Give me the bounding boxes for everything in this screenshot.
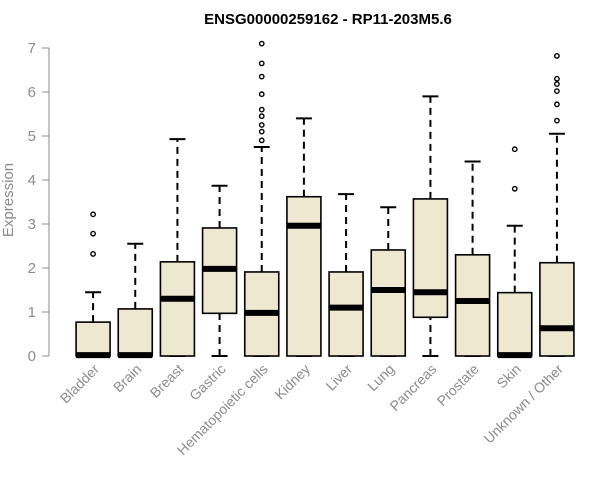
- box-iqr: [539, 261, 575, 357]
- box-group: [454, 160, 491, 357]
- x-category-label: Brain: [110, 361, 144, 395]
- y-tick-label: 4: [28, 172, 36, 189]
- box-iqr: [370, 249, 407, 357]
- outlier-point: [554, 117, 560, 124]
- y-tick-label: 6: [28, 84, 36, 101]
- outlier-point: [258, 60, 265, 67]
- y-tick-label: 5: [28, 128, 36, 145]
- outlier-point: [554, 88, 560, 95]
- outlier-point: [554, 101, 560, 108]
- outlier-point: [554, 81, 560, 87]
- box-group: [75, 211, 111, 359]
- x-category-label: Breast: [147, 361, 187, 401]
- box-group: [539, 53, 575, 357]
- box-iqr: [117, 308, 154, 357]
- y-tick-label: 2: [28, 260, 36, 277]
- y-axis-label: Expression: [0, 163, 17, 237]
- box-group: [496, 146, 533, 359]
- boxes-layer: [75, 40, 575, 359]
- y-axis: 0 1 2 3 4 5 6 7: [28, 40, 50, 365]
- x-category-label: Unknown / Other: [480, 361, 566, 447]
- outlier-point: [258, 91, 265, 98]
- y-tick-label: 1: [28, 304, 36, 321]
- outlier-point: [90, 230, 96, 237]
- box-group: [286, 117, 322, 357]
- box-iqr: [159, 261, 196, 357]
- y-tick-label: 0: [28, 348, 36, 365]
- box-iqr: [75, 321, 111, 357]
- outlier-point: [258, 137, 265, 144]
- chart-title: ENSG00000259162 - RP11-203M5.6: [204, 11, 452, 28]
- outlier-point: [90, 211, 96, 218]
- box-iqr: [412, 198, 449, 319]
- outlier-point: [258, 73, 265, 80]
- x-category-label: Skin: [493, 361, 524, 392]
- outlier-point: [511, 146, 518, 153]
- box-iqr: [454, 254, 491, 357]
- box-group: [201, 184, 238, 357]
- x-category-label: Prostate: [434, 361, 482, 409]
- box-group: [243, 40, 280, 357]
- y-tick-label: 7: [28, 40, 36, 57]
- outlier-point: [554, 53, 560, 59]
- outlier-point: [258, 128, 265, 135]
- outlier-point: [258, 122, 265, 128]
- box-iqr: [496, 291, 533, 357]
- outlier-point: [90, 251, 96, 257]
- outlier-point: [258, 40, 265, 47]
- x-category-label: Lung: [364, 361, 397, 394]
- box-group: [159, 138, 196, 357]
- outlier-point: [554, 75, 560, 82]
- box-group: [117, 242, 154, 359]
- x-category-label: Liver: [322, 361, 355, 394]
- x-category-label: Kidney: [271, 361, 313, 403]
- x-category-label: Pancreas: [386, 361, 439, 414]
- outlier-point: [511, 185, 518, 192]
- box-iqr: [328, 271, 364, 357]
- box-group: [412, 95, 449, 357]
- outlier-point: [258, 106, 265, 113]
- box-iqr: [286, 195, 322, 357]
- x-category-label: Bladder: [57, 361, 103, 407]
- outlier-point: [258, 113, 265, 120]
- box-group: [370, 206, 407, 357]
- y-tick-label: 3: [28, 216, 36, 233]
- box-group: [328, 193, 364, 357]
